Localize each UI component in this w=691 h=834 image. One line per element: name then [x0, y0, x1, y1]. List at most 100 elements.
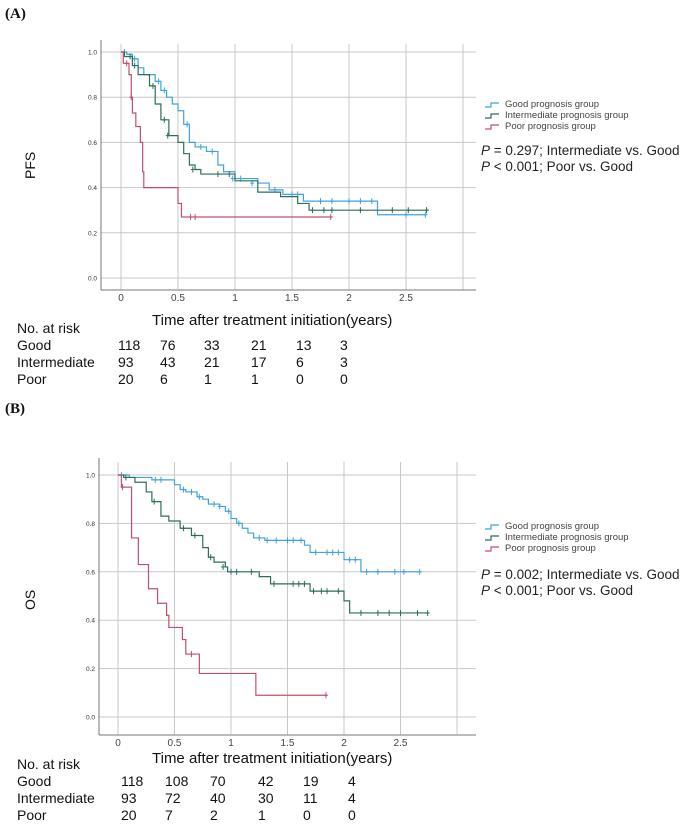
risk-count: 7: [165, 807, 173, 823]
legend-item: Good prognosis group: [485, 99, 629, 110]
x-tick-label: 2.5: [394, 738, 408, 749]
p-symbol: P: [481, 143, 491, 158]
risk-count: 33: [204, 337, 220, 353]
p-value-annotations: P = 0.297; Intermediate vs. Good P < 0.00…: [481, 143, 680, 175]
x-tick-label: 0: [118, 293, 124, 304]
y-tick-label: 0.8: [88, 95, 97, 102]
risk-count: 0: [303, 807, 311, 823]
p-symbol: P: [481, 583, 491, 598]
p-value-line: P < 0.001; Poor vs. Good: [481, 583, 680, 599]
risk-count: 43: [160, 354, 176, 370]
legend-label: Good prognosis group: [505, 99, 600, 110]
p-value-text: = 0.297; Intermediate vs. Good: [490, 143, 680, 158]
p-value-annotations: P = 0.002; Intermediate vs. Good P < 0.00…: [481, 567, 680, 599]
risk-count: 118: [121, 773, 144, 789]
x-tick-label: 0.5: [171, 293, 185, 304]
p-value-text: < 0.001; Poor vs. Good: [490, 159, 633, 174]
legend-line-icon: [485, 123, 499, 130]
y-tick-label: 1.0: [86, 473, 95, 480]
risk-count: 0: [340, 371, 348, 387]
y-tick-label: 0.0: [88, 276, 97, 283]
legend-line-icon: [485, 112, 499, 119]
risk-group-label: Intermediate: [17, 790, 95, 806]
km-curve-poor: [118, 474, 328, 696]
risk-count: 76: [160, 337, 176, 353]
risk-count: 118: [118, 337, 141, 353]
risk-group-label: Intermediate: [17, 354, 95, 370]
legend: Good prognosis group Intermediate prognos…: [485, 99, 629, 132]
risk-count: 6: [160, 371, 168, 387]
legend-label: Poor prognosis group: [505, 121, 596, 132]
km-curve-good: [121, 51, 427, 216]
risk-count: 6: [296, 354, 304, 370]
risk-count: 1: [204, 371, 212, 387]
risk-count: 13: [296, 337, 312, 353]
legend-item: Good prognosis group: [485, 521, 629, 532]
risk-count: 17: [251, 354, 267, 370]
legend-label: Intermediate prognosis group: [505, 110, 629, 121]
risk-table-title: No. at risk: [17, 756, 81, 772]
legend-item: Intermediate prognosis group: [485, 532, 629, 543]
legend-line-icon: [485, 545, 499, 552]
y-axis-title: PFS: [22, 151, 38, 179]
x-axis-title: Time after treatment initiation(years): [152, 312, 393, 329]
legend-line-icon: [485, 101, 499, 108]
x-axis-title: Time after treatment initiation(years): [152, 750, 393, 767]
legend-line-icon: [485, 523, 499, 530]
risk-count: 0: [348, 807, 356, 823]
y-tick-label: 0.4: [86, 618, 95, 625]
y-tick-label: 1.0: [88, 50, 97, 57]
risk-count: 1: [258, 807, 266, 823]
x-tick-label: 1.5: [285, 293, 299, 304]
panel-label-a: (A): [5, 6, 26, 22]
risk-count: 3: [340, 337, 348, 353]
risk-count: 72: [165, 790, 181, 806]
risk-count: 42: [258, 773, 274, 789]
p-symbol: P: [481, 159, 491, 174]
risk-count: 0: [296, 371, 304, 387]
risk-count: 19: [303, 773, 319, 789]
x-tick-label: 1: [228, 738, 234, 749]
km-curve-intermediate: [118, 474, 429, 614]
p-value-text: = 0.002; Intermediate vs. Good: [490, 567, 680, 582]
risk-count: 30: [258, 790, 274, 806]
legend-line-icon: [485, 534, 499, 541]
y-tick-label: 0.6: [88, 140, 97, 147]
legend-label: Good prognosis group: [505, 521, 600, 532]
y-tick-label: 0.2: [88, 230, 97, 237]
risk-count: 2: [210, 807, 218, 823]
risk-count: 3: [340, 354, 348, 370]
risk-group-label: Good: [17, 773, 52, 789]
legend-item: Poor prognosis group: [485, 121, 629, 132]
x-tick-label: 0.5: [168, 738, 182, 749]
chart-b: 0.0 0.2 0.4 0.6 0.8 1.0 0 0.5 1 1.5 2 2.5: [86, 458, 476, 749]
p-value-line: P = 0.297; Intermediate vs. Good: [481, 143, 680, 159]
risk-table-title: No. at risk: [17, 320, 81, 336]
y-tick-label: 0.6: [86, 569, 95, 576]
y-axis-title: OS: [22, 589, 38, 610]
y-tick-label: 0.8: [86, 521, 95, 528]
km-curve-intermediate: [121, 51, 429, 211]
x-tick-label: 0: [115, 738, 121, 749]
x-tick-label: 2.5: [399, 293, 413, 304]
risk-count: 4: [348, 773, 356, 789]
x-tick-label: 1: [232, 293, 238, 304]
legend-label: Poor prognosis group: [505, 543, 596, 554]
p-value-text: < 0.001; Poor vs. Good: [490, 583, 633, 598]
y-tick-label: 0.2: [86, 666, 95, 673]
p-value-line: P < 0.001; Poor vs. Good: [481, 159, 680, 175]
risk-count: 93: [121, 790, 137, 806]
risk-count: 20: [121, 807, 137, 823]
y-tick-label: 0.4: [88, 185, 97, 192]
risk-count: 11: [303, 790, 318, 806]
risk-count: 70: [210, 773, 226, 789]
x-tick-label: 2: [346, 293, 352, 304]
risk-count: 21: [204, 354, 220, 370]
risk-group-label: Poor: [17, 371, 47, 387]
risk-count: 1: [251, 371, 259, 387]
p-value-line: P = 0.002; Intermediate vs. Good: [481, 567, 680, 583]
p-symbol: P: [481, 567, 491, 582]
risk-count: 93: [118, 354, 134, 370]
